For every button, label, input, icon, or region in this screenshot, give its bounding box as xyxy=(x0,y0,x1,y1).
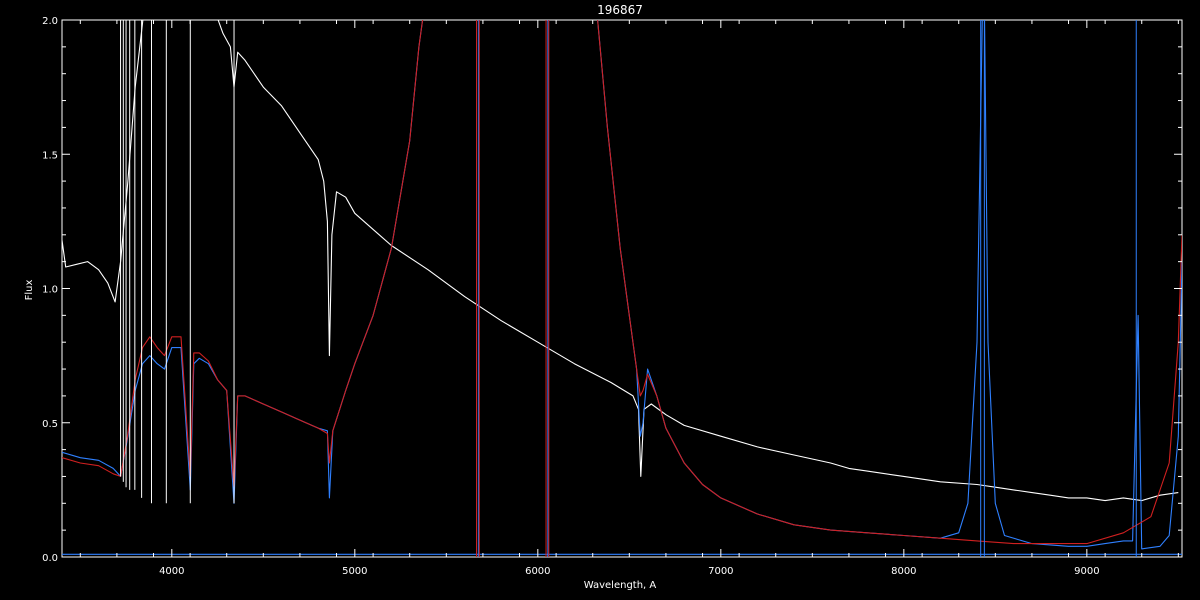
ticks-layer: 4000 5000 6000 7000 8000 9000 0.0 0.5 1.0 1.5 2.0 xyxy=(42,16,1182,577)
x-axis-label: Wavelength, A xyxy=(584,580,657,591)
y-axis-label: Flux xyxy=(24,280,35,301)
plot-frame xyxy=(61,19,1183,558)
series-line-0 xyxy=(62,20,1179,502)
series-line-1 xyxy=(62,20,424,504)
plot-axes xyxy=(61,19,1183,558)
y-tick-label-1: 0.5 xyxy=(42,419,58,430)
series-layer xyxy=(62,20,1182,555)
absorption-spikes-layer xyxy=(120,20,235,504)
series-line-4 xyxy=(597,20,1182,545)
x-tick-label-1: 5000 xyxy=(342,566,367,577)
y-tick-label-2: 1.0 xyxy=(42,285,58,296)
x-tick-label-3: 7000 xyxy=(708,566,733,577)
x-tick-label-0: 4000 xyxy=(159,566,184,577)
vertical-lines-layer xyxy=(476,20,1137,557)
x-tick-label-2: 6000 xyxy=(525,566,550,577)
chart-title: 196867 xyxy=(597,3,643,17)
x-tick-label-4: 8000 xyxy=(891,566,916,577)
series-line-3 xyxy=(62,20,424,488)
series-line-2 xyxy=(597,20,1182,550)
y-tick-label-3: 1.5 xyxy=(42,150,58,161)
y-tick-label-0: 0.0 xyxy=(42,553,58,564)
y-tick-label-4: 2.0 xyxy=(42,16,58,27)
x-tick-label-5: 9000 xyxy=(1074,566,1099,577)
